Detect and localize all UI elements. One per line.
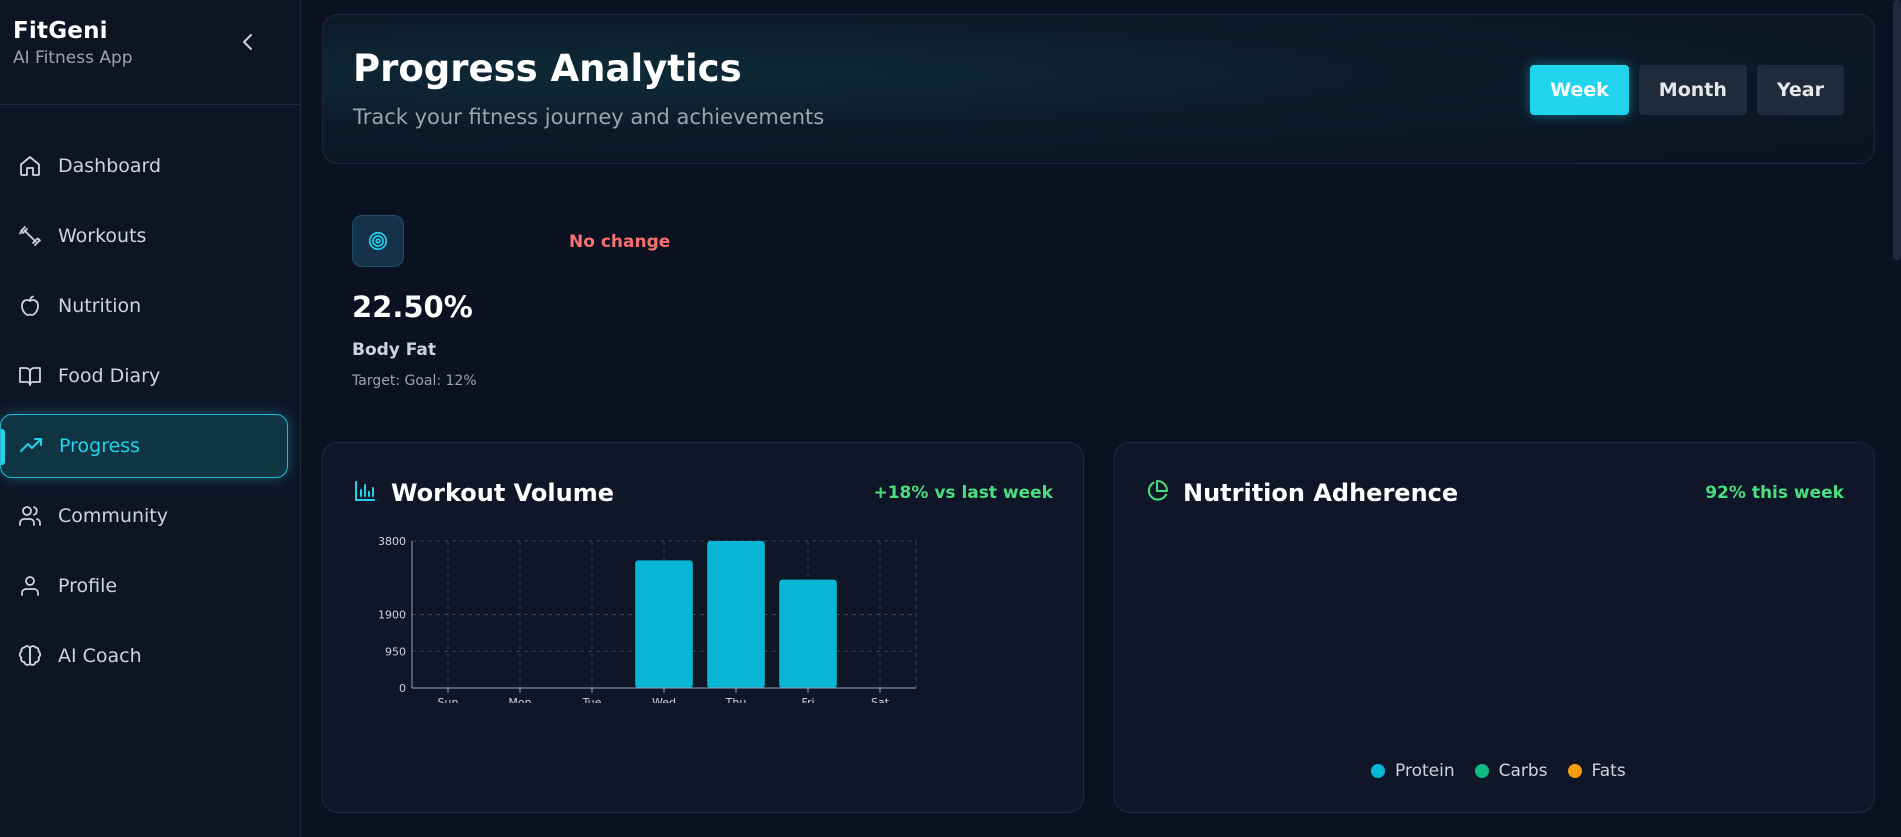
legend-label: Protein <box>1395 761 1455 781</box>
sidebar-item-progress[interactable]: Progress <box>0 414 288 478</box>
brand: FitGeni AI Fitness App <box>13 18 133 68</box>
sidebar-item-dashboard[interactable]: Dashboard <box>0 134 288 198</box>
stat-target: Target: Goal: 12% <box>352 373 477 389</box>
y-tick-label: 1900 <box>378 609 406 622</box>
bar-thu <box>707 541 765 688</box>
bar-chart-icon <box>355 481 375 501</box>
range-week-button[interactable]: Week <box>1530 65 1629 115</box>
trending-up-icon <box>20 438 42 452</box>
users-icon <box>19 506 41 526</box>
legend-item-protein: Protein <box>1371 761 1455 781</box>
brand-subtitle: AI Fitness App <box>13 48 133 68</box>
panel-title: Workout Volume <box>391 479 615 507</box>
panel-metric: 92% this week <box>1705 483 1844 503</box>
collapse-sidebar-button[interactable] <box>236 30 260 54</box>
sidebar-item-food-diary[interactable]: Food Diary <box>0 344 288 408</box>
pie-chart-icon <box>1147 480 1168 501</box>
y-tick-label: 950 <box>385 645 406 658</box>
stat-change: No change <box>569 232 671 252</box>
sidebar-item-workouts[interactable]: Workouts <box>0 204 288 268</box>
legend-item-carbs: Carbs <box>1474 761 1548 781</box>
x-tick-label: Thu <box>725 696 747 703</box>
legend-dot <box>1371 764 1385 778</box>
legend-label: Fats <box>1591 761 1626 781</box>
time-range-selector: Week Month Year <box>1530 65 1844 115</box>
legend-dot <box>1474 764 1489 778</box>
bar-fri <box>779 579 837 688</box>
x-tick-label: Sat <box>871 696 890 703</box>
sidebar-divider <box>0 104 300 105</box>
workout-volume-chart: 0 950 1900 3800 Sun Mon Tue Wed Thu Fri Sat <box>378 535 917 703</box>
sidebar: FitGeni AI Fitness App Dashboard Workout… <box>0 0 301 837</box>
legend-label: Carbs <box>1498 761 1548 781</box>
bar-wed <box>635 560 693 688</box>
target-icon <box>368 231 388 251</box>
sidebar-item-label: Workouts <box>58 225 147 247</box>
sidebar-item-label: Community <box>58 505 168 527</box>
sidebar-item-ai-coach[interactable]: AI Coach <box>0 624 288 688</box>
x-tick-label: Tue <box>582 696 602 703</box>
sidebar-item-label: AI Coach <box>58 645 142 667</box>
header-card: Progress Analytics Track your fitness jo… <box>322 14 1875 164</box>
nutrition-legend: Protein Carbs Fats <box>1371 761 1626 781</box>
sidebar-item-profile[interactable]: Profile <box>0 554 288 618</box>
y-tick-label: 3800 <box>378 535 406 548</box>
page-title: Progress Analytics <box>353 47 742 90</box>
range-year-button[interactable]: Year <box>1756 65 1844 115</box>
x-tick-label: Wed <box>652 696 676 703</box>
user-icon <box>21 576 39 596</box>
x-tick-label: Mon <box>508 696 531 703</box>
sidebar-item-label: Food Diary <box>58 365 161 387</box>
page-subtitle: Track your fitness journey and achieveme… <box>353 105 825 129</box>
legend-item-fats: Fats <box>1567 761 1626 781</box>
book-icon <box>19 367 41 386</box>
workout-volume-panel: Workout Volume +18% vs last week 0 950 190… <box>322 442 1084 813</box>
dumbbell-icon <box>19 226 41 246</box>
sidebar-item-label: Nutrition <box>58 295 142 317</box>
x-tick-label: Sun <box>438 696 459 703</box>
x-tick-label: Fri <box>801 696 814 703</box>
brand-name: FitGeni <box>13 18 108 44</box>
nutrition-adherence-panel: Nutrition Adherence 92% this week Protei… <box>1114 442 1875 813</box>
stat-value: 22.50% <box>352 290 473 324</box>
brain-icon <box>18 645 42 666</box>
y-tick-label: 0 <box>399 682 406 695</box>
sidebar-item-label: Dashboard <box>58 155 162 177</box>
apple-icon <box>21 295 39 316</box>
sidebar-item-community[interactable]: Community <box>0 484 288 548</box>
legend-dot <box>1567 764 1582 778</box>
panel-title: Nutrition Adherence <box>1183 479 1459 507</box>
scrollbar[interactable] <box>1893 0 1901 260</box>
range-month-button[interactable]: Month <box>1638 65 1747 115</box>
stat-icon-box <box>352 215 404 267</box>
chevron-left-icon <box>243 34 252 50</box>
body-fat-stat: No change 22.50% Body Fat Target: Goal: … <box>352 215 732 395</box>
panel-metric: +18% vs last week <box>873 483 1053 503</box>
stat-label: Body Fat <box>352 340 437 360</box>
sidebar-item-label: Progress <box>59 435 141 457</box>
sidebar-item-nutrition[interactable]: Nutrition <box>0 274 288 338</box>
home-icon <box>20 156 40 176</box>
sidebar-item-label: Profile <box>58 575 118 597</box>
